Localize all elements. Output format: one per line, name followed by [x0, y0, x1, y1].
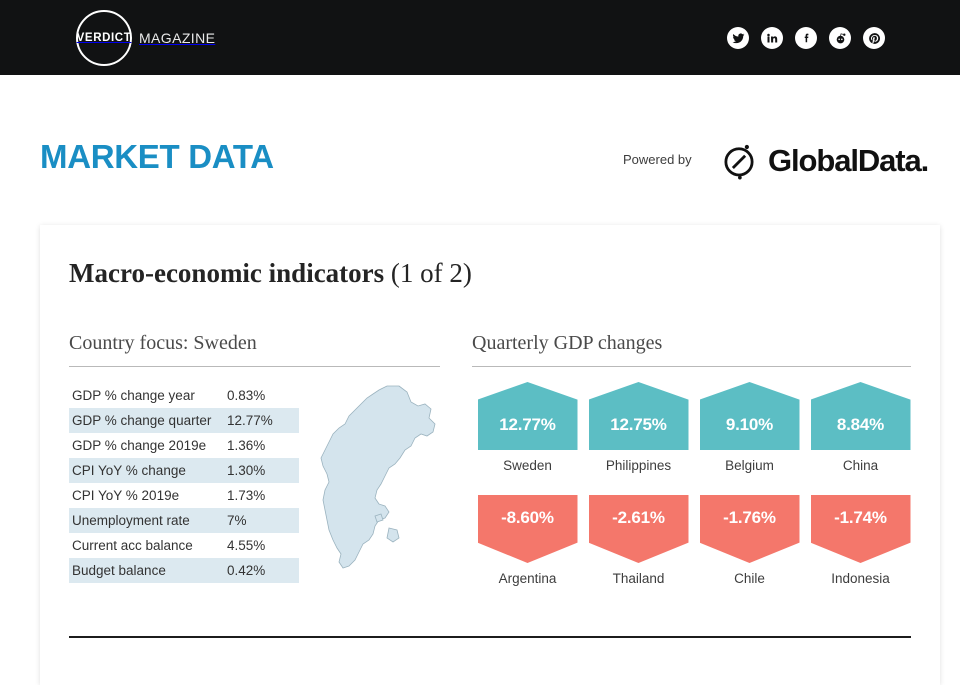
reddit-icon[interactable]	[829, 27, 851, 49]
table-row: CPI YoY % change 1.30%	[69, 458, 299, 483]
indicator-value: 1.36%	[227, 438, 266, 453]
indicator-label: CPI YoY % 2019e	[72, 488, 180, 503]
indicator-label: Budget balance	[72, 563, 166, 578]
gdp-marker: 12.77% Sweden	[472, 382, 583, 473]
table-row: Budget balance 0.42%	[69, 558, 299, 583]
gdp-marker-grid: 12.77% Sweden 12.75% Philippines 9.10% Belgiu…	[472, 382, 916, 586]
gdp-country-label: Belgium	[725, 458, 774, 473]
gdp-value-badge: -1.74%	[810, 495, 911, 563]
twitter-icon[interactable]	[727, 27, 749, 49]
verdict-logo-text: VERDICT	[76, 31, 132, 44]
indicator-label: CPI YoY % change	[72, 463, 186, 478]
indicator-value: 1.30%	[227, 463, 266, 478]
magazine-label: MAGAZINE	[139, 29, 216, 46]
gdp-marker: -2.61% Thailand	[583, 495, 694, 586]
indicator-label: Current acc balance	[72, 538, 193, 553]
indicator-value: 7%	[227, 513, 247, 528]
table-row: GDP % change year 0.83%	[69, 383, 299, 408]
macro-indicators-card: Macro-economic indicators (1 of 2) Count…	[40, 225, 940, 685]
indicator-value: 1.73%	[227, 488, 266, 503]
site-logo[interactable]: VERDICT MAGAZINE	[76, 9, 216, 66]
gdp-marker: -1.76% Chile	[694, 495, 805, 586]
indicator-value: 12.77%	[227, 413, 273, 428]
facebook-icon[interactable]	[795, 27, 817, 49]
gdp-value-badge: 9.10%	[699, 382, 800, 450]
gdp-value-badge: 12.75%	[588, 382, 689, 450]
indicator-value: 0.42%	[227, 563, 266, 578]
gdp-country-label: Sweden	[503, 458, 552, 473]
gdp-country-label: Argentina	[498, 571, 557, 586]
card-title-main: Macro-economic indicators	[69, 258, 385, 288]
table-row: Unemployment rate 7%	[69, 508, 299, 533]
indicator-table: GDP % change year 0.83% GDP % change quart…	[69, 383, 299, 583]
page-title: MARKET DATA	[40, 138, 274, 175]
gdp-country-label: Thailand	[612, 571, 665, 586]
linkedin-icon[interactable]	[761, 27, 783, 49]
gdp-country-label: China	[842, 458, 879, 473]
gdp-marker: 8.84% China	[805, 382, 916, 473]
indicator-label: GDP % change quarter	[72, 413, 212, 428]
grid-row-spacer	[472, 473, 916, 495]
quarterly-gdp-heading: Quarterly GDP changes	[472, 332, 911, 367]
globaldata-mark-icon	[724, 144, 754, 180]
table-row: CPI YoY % 2019e 1.73%	[69, 483, 299, 508]
gdp-marker: 9.10% Belgium	[694, 382, 805, 473]
gdp-marker: 12.75% Philippines	[583, 382, 694, 473]
table-row: Current acc balance 4.55%	[69, 533, 299, 558]
globaldata-logo: GlobalData.	[718, 140, 929, 182]
indicator-label: GDP % change 2019e	[72, 438, 207, 453]
card-bottom-divider	[69, 636, 911, 638]
indicator-label: GDP % change year	[72, 388, 195, 403]
card-title: Macro-economic indicators (1 of 2)	[69, 258, 472, 289]
indicator-value: 4.55%	[227, 538, 266, 553]
gdp-value-badge: 12.77%	[477, 382, 578, 450]
table-row: GDP % change quarter 12.77%	[69, 408, 299, 433]
gdp-marker: -8.60% Argentina	[472, 495, 583, 586]
social-links	[727, 27, 885, 49]
country-focus-heading: Country focus: Sweden	[69, 332, 440, 367]
gdp-value-badge: 8.84%	[810, 382, 911, 450]
gdp-marker: -1.74% Indonesia	[805, 495, 916, 586]
gdp-value-badge: -2.61%	[588, 495, 689, 563]
gdp-country-label: Chile	[734, 571, 765, 586]
table-row: GDP % change 2019e 1.36%	[69, 433, 299, 458]
gdp-value-badge: -8.60%	[477, 495, 578, 563]
gdp-value-badge: -1.76%	[699, 495, 800, 563]
sweden-map	[315, 380, 450, 580]
gdp-country-label: Philippines	[605, 458, 672, 473]
pinterest-icon[interactable]	[863, 27, 885, 49]
sweden-map-icon	[320, 385, 436, 569]
verdict-logo-circle: VERDICT	[76, 9, 132, 66]
indicator-label: Unemployment rate	[72, 513, 190, 528]
card-title-page: (1 of 2)	[384, 258, 472, 288]
globaldata-wordmark: GlobalData.	[768, 143, 929, 178]
site-header: VERDICT MAGAZINE	[0, 0, 960, 75]
indicator-value: 0.83%	[227, 388, 266, 403]
powered-by-label: Powered by	[623, 152, 692, 167]
gdp-country-label: Indonesia	[831, 571, 890, 586]
